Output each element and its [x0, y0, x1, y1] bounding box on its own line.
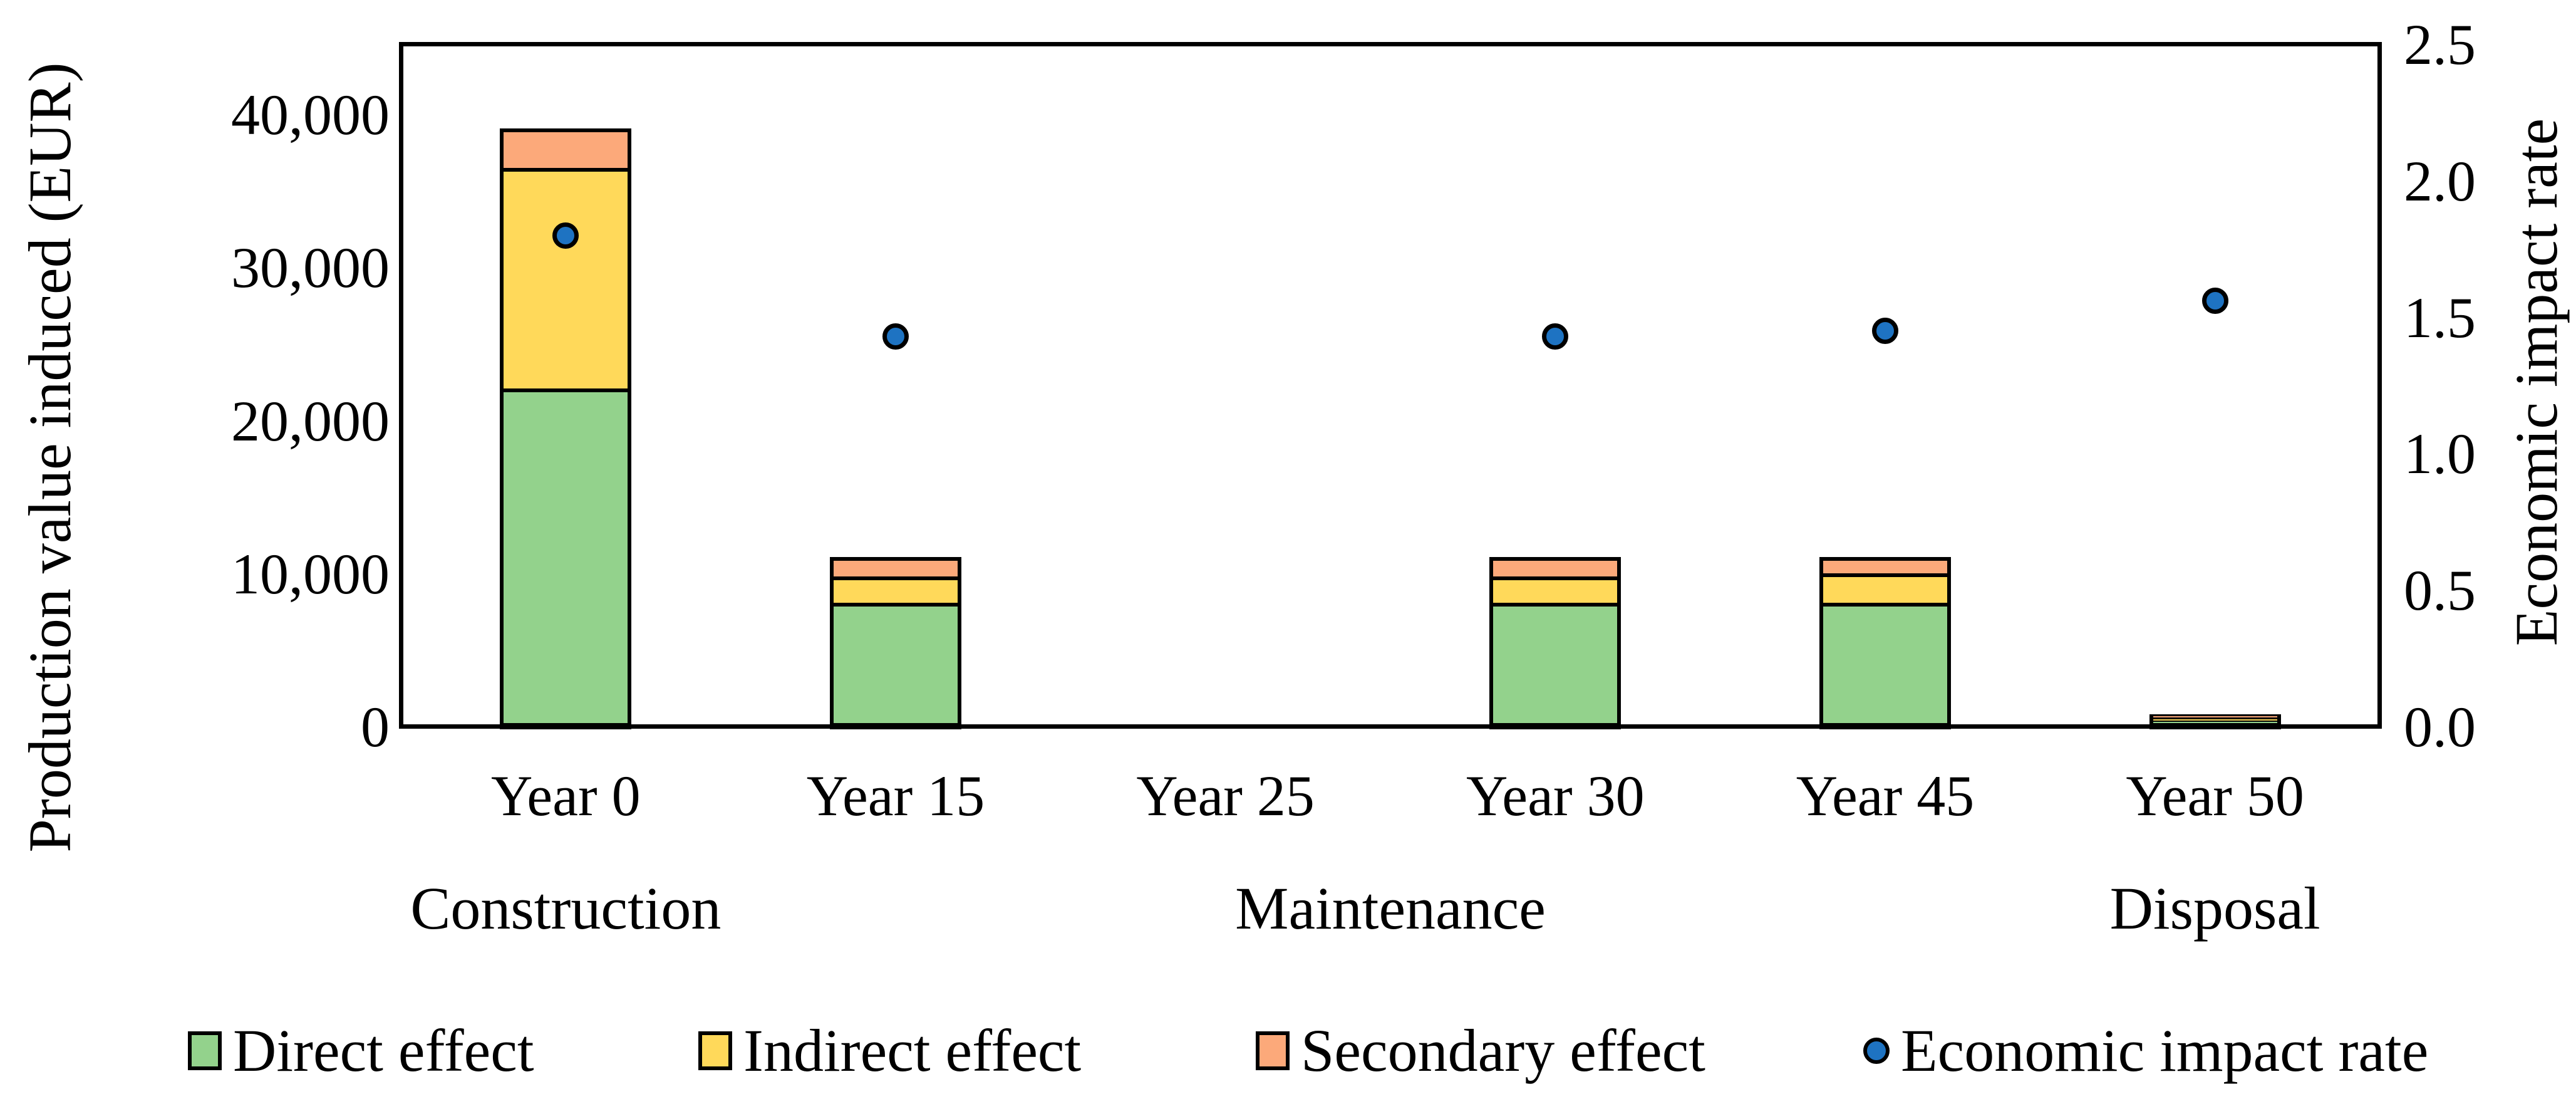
legend-color-swatch-icon [188, 1031, 222, 1070]
stacked-bar-year-45 [1819, 556, 1951, 729]
left-axis-tick-label: 10,000 [231, 541, 390, 606]
economic-impact-rate-dot [552, 222, 579, 249]
right-axis-tick-label: 2.5 [2404, 13, 2476, 76]
legend-item-direct-effect: Direct effect [188, 1016, 534, 1085]
left-axis-tick-label: 30,000 [231, 236, 390, 300]
legend-label: Indirect effect [743, 1017, 1082, 1084]
right-axis-tick-label: 1.0 [2404, 422, 2476, 486]
economic-impact-rate-dot [882, 323, 909, 350]
x-axis-category-label: Year 25 [1136, 764, 1315, 828]
x-axis-category-label: Year 0 [491, 764, 641, 828]
x-axis-category-label: Year 30 [1466, 764, 1645, 828]
stacked-bar-year-15 [830, 556, 961, 729]
right-axis-tick-label: 0.0 [2404, 695, 2476, 759]
bar-segment-indirect-effect [504, 172, 628, 388]
bar-segment-secondary-effect [2153, 716, 2277, 717]
economic-impact-rate-dot [2201, 288, 2228, 315]
bar-segment-indirect-effect [1823, 577, 1947, 603]
bar-segment-secondary-effect [834, 560, 958, 577]
x-axis-category-label: Year 15 [806, 764, 985, 828]
phase-group-label: Construction [410, 875, 722, 942]
bar-segment-direct-effect [504, 392, 628, 723]
left-axis-tick-label: 40,000 [231, 83, 390, 147]
legend-label: Economic impact rate [1901, 1017, 2429, 1084]
stacked-bar-year-50 [2149, 714, 2281, 729]
right-axis-tick-label: 2.0 [2404, 148, 2476, 213]
legend-color-swatch-icon [1256, 1031, 1290, 1070]
bar-segment-indirect-effect [1493, 580, 1618, 603]
bar-segment-direct-effect [834, 606, 958, 723]
bar-segment-secondary-effect [1493, 560, 1618, 577]
left-axis-title: Production value induced (EUR) [16, 62, 83, 853]
bar-segment-secondary-effect [504, 132, 628, 169]
stacked-bar-year-0 [500, 128, 632, 729]
left-axis-tick-label: 0 [361, 695, 390, 759]
stacked-bar-year-30 [1489, 556, 1622, 729]
legend-dot-marker-icon [1863, 1038, 1890, 1064]
legend-item-indirect-effect: Indirect effect [698, 1016, 1081, 1085]
x-axis-category-label: Year 50 [2126, 764, 2304, 828]
left-axis-tick-label: 20,000 [231, 388, 390, 453]
bar-segment-direct-effect [2153, 721, 2277, 723]
legend-color-swatch-icon [698, 1031, 732, 1070]
economic-impact-rate-dot [1542, 323, 1569, 350]
economic-impact-rate-dot [1872, 318, 1898, 345]
phase-group-label: Maintenance [1235, 875, 1546, 942]
legend-label: Direct effect [233, 1017, 534, 1084]
plot-area [399, 42, 2382, 729]
legend-item-secondary-effect: Secondary effect [1256, 1016, 1705, 1085]
bar-segment-direct-effect [1823, 606, 1947, 723]
bar-segment-secondary-effect [1823, 560, 1947, 574]
right-axis-tick-label: 1.5 [2404, 285, 2476, 350]
legend-item-economic-impact-rate: Economic impact rate [1863, 1016, 2428, 1085]
legend-label: Secondary effect [1301, 1017, 1705, 1084]
x-axis-category-label: Year 45 [1796, 764, 1975, 828]
phase-group-label: Disposal [2109, 875, 2320, 942]
right-axis-tick-label: 0.5 [2404, 558, 2476, 623]
bar-segment-indirect-effect [2153, 719, 2277, 721]
bar-segment-indirect-effect [834, 580, 958, 603]
bar-segment-direct-effect [1493, 606, 1618, 723]
